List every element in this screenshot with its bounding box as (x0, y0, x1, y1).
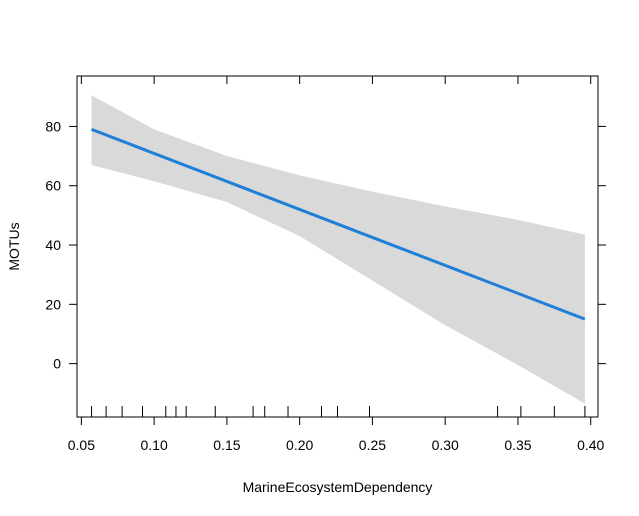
x-tick-label: 0.20 (286, 437, 313, 453)
x-tick-label: 0.15 (213, 437, 240, 453)
y-tick-label: 40 (45, 237, 61, 253)
x-tick-label: 0.35 (504, 437, 531, 453)
y-tick-label: 60 (45, 178, 61, 194)
x-tick-label: 0.40 (577, 437, 604, 453)
series-layer (91, 127, 586, 321)
fit-line (91, 127, 586, 321)
y-tick-label: 80 (45, 118, 61, 134)
y-tick-label: 20 (45, 296, 61, 312)
x-tick-label: 0.10 (141, 437, 168, 453)
x-tick-label: 0.25 (359, 437, 386, 453)
x-axis: 0.05 0.10 0.15 0.20 0.25 0.30 0.35 0.40 (68, 76, 605, 453)
x-axis-label: MarineEcosystemDependency (243, 479, 433, 495)
y-tick-label: 0 (53, 356, 61, 372)
y-axis: 0 20 40 60 80 (45, 118, 606, 372)
rug-layer (91, 406, 586, 417)
y-axis-label: MOTUs (6, 222, 22, 270)
confidence-band (91, 95, 585, 404)
confidence-band-layer (91, 95, 585, 404)
x-tick-label: 0.30 (432, 437, 459, 453)
x-tick-label: 0.05 (68, 437, 95, 453)
